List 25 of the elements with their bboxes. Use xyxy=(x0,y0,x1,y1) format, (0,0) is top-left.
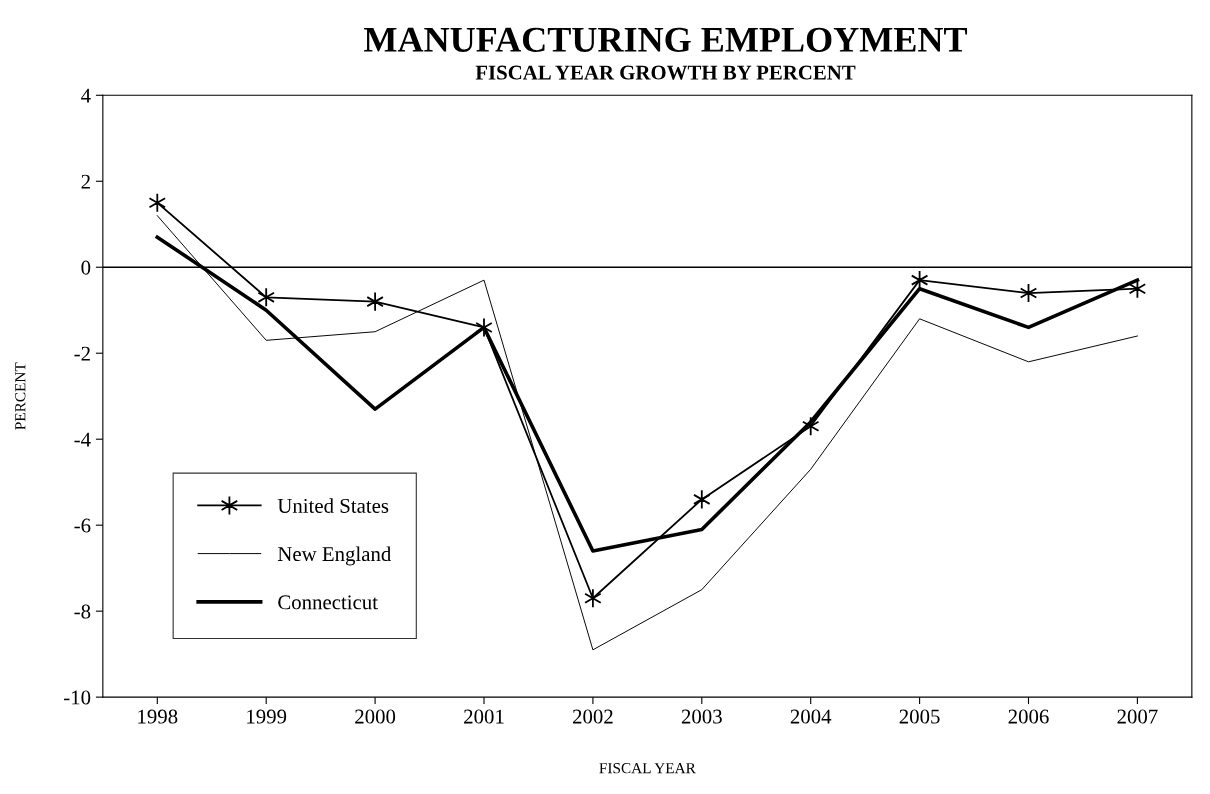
legend-label: New England xyxy=(277,546,392,566)
y-tick-label: -4 xyxy=(74,432,91,447)
y-tick-label: -8 xyxy=(74,604,91,619)
x-tick-label: 2004 xyxy=(790,709,832,724)
x-tick-label: 1999 xyxy=(247,709,287,724)
x-tick-label: 2003 xyxy=(681,709,722,724)
x-tick-label: 2000 xyxy=(355,709,396,724)
chart-subtitle: FISCAL YEAR GROWTH BY PERCENT xyxy=(475,65,856,80)
y-tick-label: 0 xyxy=(81,260,91,275)
legend-label: Connecticut xyxy=(278,595,378,610)
x-tick-label: 2002 xyxy=(572,709,613,724)
y-axis-title: PERCENT xyxy=(15,362,26,430)
x-tick-label: 2001 xyxy=(464,709,504,724)
y-tick-label: -2 xyxy=(74,346,90,361)
x-tick-label: 2007 xyxy=(1117,709,1158,724)
y-tick-label: -6 xyxy=(74,518,91,533)
y-tick-label: 4 xyxy=(81,88,91,103)
x-tick-label: 1998 xyxy=(138,709,178,724)
y-tick-label: -10 xyxy=(64,690,91,705)
x-tick-label: 2005 xyxy=(899,709,940,724)
y-tick-label: 2 xyxy=(81,174,90,189)
legend-label: United States xyxy=(277,498,389,513)
chart-title: MANUFACTURING EMPLOYMENT xyxy=(364,27,968,52)
x-axis-title: FISCAL YEAR xyxy=(599,763,696,774)
x-tick-label: 2006 xyxy=(1008,709,1049,724)
